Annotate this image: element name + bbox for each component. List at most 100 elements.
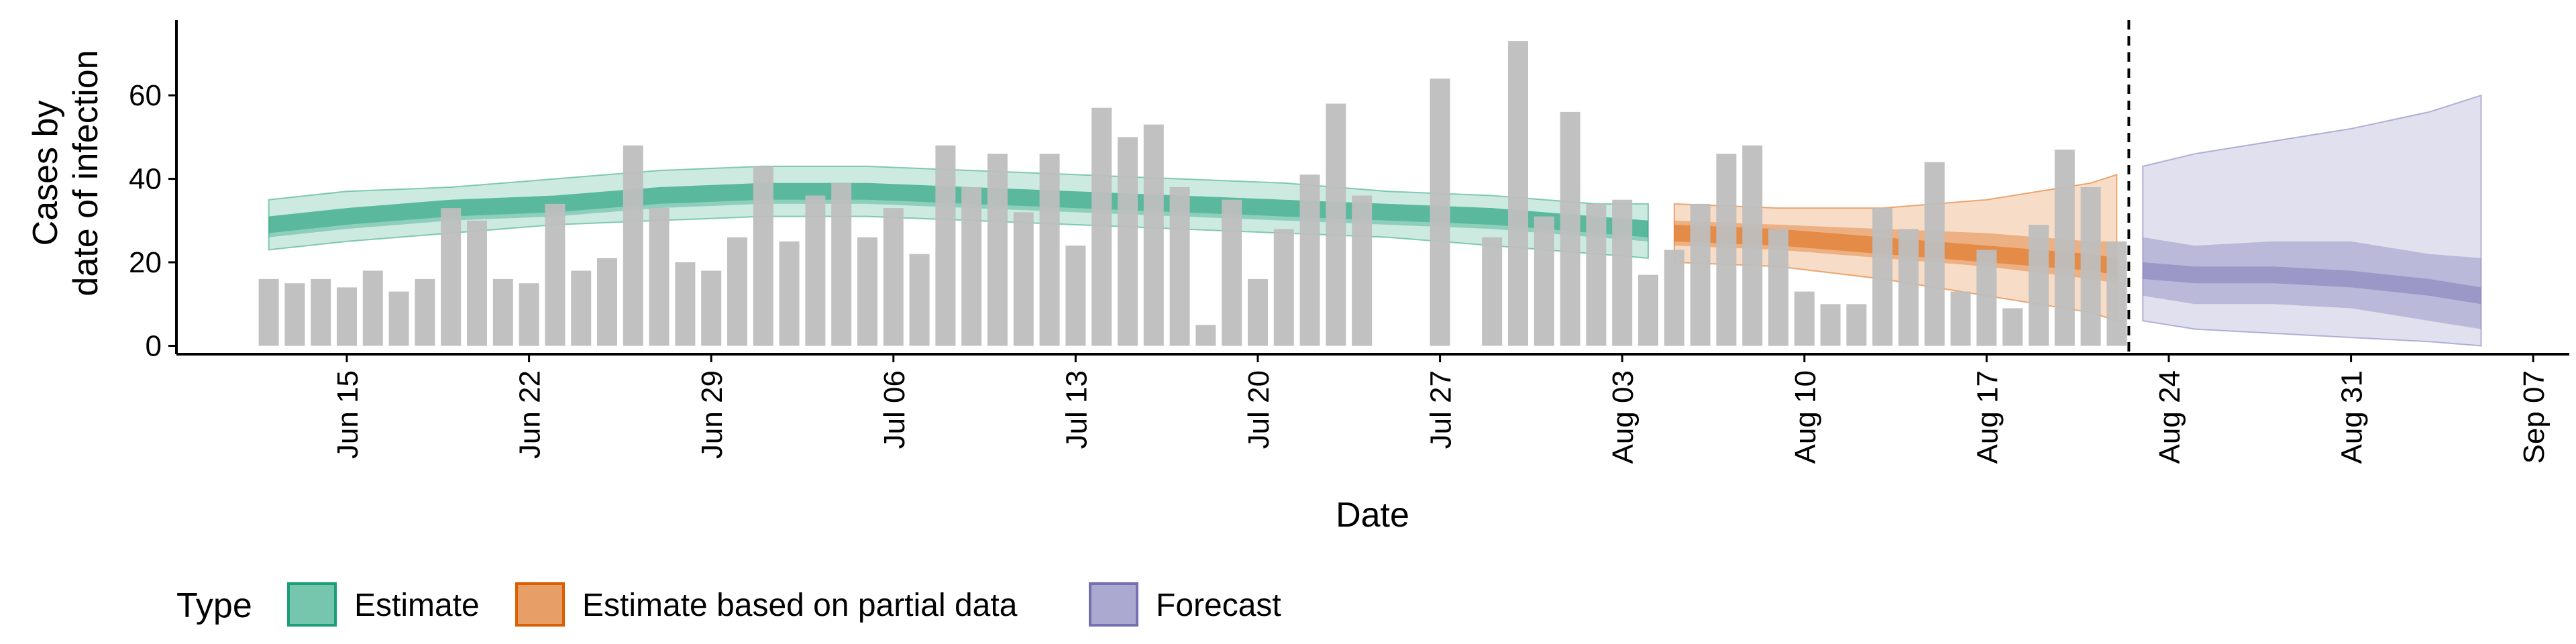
legend: Type Estimate Estimate based on partial … xyxy=(176,582,1281,627)
bar-2020-06-20 xyxy=(467,220,487,346)
axes xyxy=(175,20,2569,356)
bar-2020-07-03 xyxy=(805,195,826,346)
bar-2020-07-30 xyxy=(1508,41,1528,346)
bar-2020-08-09 xyxy=(1768,229,1788,346)
y-axis-ticks: 0 20 40 60 xyxy=(129,79,176,363)
bar-2020-07-18 xyxy=(1195,325,1216,346)
bar-2020-06-25 xyxy=(597,258,617,346)
bar-2020-06-14 xyxy=(311,278,331,346)
bar-2020-08-22 xyxy=(2106,241,2127,346)
y-axis-title-line-2: date of infection xyxy=(66,50,105,296)
bar-2020-07-08 xyxy=(935,145,956,346)
bar-2020-08-03 xyxy=(1612,199,1633,346)
estimate-median-band xyxy=(268,182,1648,237)
legend-key-partial-estimate xyxy=(515,582,565,627)
bar-2020-08-01 xyxy=(1560,111,1580,346)
x-tick-label: Aug 03 xyxy=(1607,370,1640,464)
legend-title: Type xyxy=(176,586,252,625)
y-tick-label: 0 xyxy=(146,330,162,363)
bar-2020-07-31 xyxy=(1534,216,1554,346)
y-tick-label: 60 xyxy=(129,79,162,112)
bar-2020-06-23 xyxy=(545,203,566,346)
bar-2020-08-06 xyxy=(1690,203,1711,346)
x-axis-title: Date xyxy=(1336,496,1409,535)
x-tick-label: Jun 22 xyxy=(514,370,547,459)
bar-2020-06-29 xyxy=(701,270,722,346)
bar-2020-08-08 xyxy=(1742,145,1763,346)
forecast-inner-band xyxy=(2143,237,2481,329)
x-tick-label: Jul 13 xyxy=(1060,370,1093,449)
forecast-median-band xyxy=(2143,262,2481,305)
bar-2020-08-18 xyxy=(2002,308,2023,346)
bar-2020-07-11 xyxy=(1013,212,1034,346)
bar-2020-07-29 xyxy=(1482,237,1503,346)
bar-2020-06-28 xyxy=(675,262,696,346)
bar-2020-08-14 xyxy=(1898,229,1919,346)
bar-2020-07-12 xyxy=(1039,154,1060,346)
bar-2020-06-22 xyxy=(519,283,539,346)
x-tick-label: Jun 29 xyxy=(696,370,729,459)
bar-2020-06-19 xyxy=(441,208,462,346)
legend-label-estimate: Estimate xyxy=(354,588,480,623)
legend-label-forecast: Forecast xyxy=(1156,588,1281,623)
x-tick-label: Aug 10 xyxy=(1789,370,1822,464)
bar-2020-08-17 xyxy=(1976,250,1997,346)
x-tick-label: Aug 24 xyxy=(2153,370,2186,464)
reported-cases-bars xyxy=(258,41,2127,346)
bar-2020-07-04 xyxy=(831,182,852,346)
bar-2020-08-10 xyxy=(1794,291,1815,346)
bar-2020-07-02 xyxy=(779,241,800,346)
bar-2020-06-13 xyxy=(284,283,305,346)
y-tick-label: 40 xyxy=(129,163,162,196)
x-tick-label: Aug 17 xyxy=(1971,370,2004,464)
bar-2020-06-18 xyxy=(415,278,435,346)
bar-2020-06-26 xyxy=(623,145,643,346)
bar-2020-08-07 xyxy=(1716,154,1737,346)
estimate-inner-band xyxy=(268,182,1648,241)
bar-2020-06-30 xyxy=(727,237,747,346)
legend-key-estimate xyxy=(287,582,337,627)
bar-2020-07-15 xyxy=(1118,137,1138,346)
bar-2020-06-21 xyxy=(492,278,513,346)
x-tick-label: Sep 07 xyxy=(2518,370,2551,464)
forecast-outer-band xyxy=(2142,94,2482,347)
bar-2020-07-09 xyxy=(961,187,982,346)
bar-2020-07-24 xyxy=(1352,195,1373,346)
bar-2020-07-16 xyxy=(1143,124,1164,346)
bar-2020-06-12 xyxy=(258,278,279,346)
bar-2020-08-04 xyxy=(1638,274,1658,346)
bar-2020-07-23 xyxy=(1326,103,1346,346)
x-tick-label: Jul 06 xyxy=(878,370,911,449)
bar-2020-06-15 xyxy=(337,287,357,346)
legend-label-partial-estimate: Estimate based on partial data xyxy=(582,588,1018,623)
bar-2020-08-15 xyxy=(1924,162,1945,346)
bar-2020-08-21 xyxy=(2080,187,2101,346)
bar-2020-07-14 xyxy=(1091,107,1112,346)
bar-2020-07-17 xyxy=(1169,187,1190,346)
bar-2020-07-05 xyxy=(857,237,877,346)
legend-key-forecast xyxy=(1089,582,1138,627)
bar-2020-07-22 xyxy=(1299,174,1320,346)
bar-2020-07-27 xyxy=(1430,78,1450,346)
x-axis-ticks: Jun 15 Jun 22 Jun 29 Jul 06 Jul 13 Jul 20 Jul … xyxy=(331,354,2551,464)
bar-2020-07-01 xyxy=(753,166,773,346)
bar-2020-07-21 xyxy=(1273,229,1294,346)
y-tick-label: 20 xyxy=(129,246,162,279)
x-tick-label: Aug 31 xyxy=(2336,370,2369,464)
x-tick-label: Jun 15 xyxy=(331,370,364,459)
bar-2020-06-24 xyxy=(571,270,592,346)
bar-2020-07-13 xyxy=(1065,246,1086,346)
bar-2020-06-16 xyxy=(362,270,383,346)
bar-2020-07-07 xyxy=(909,254,930,346)
y-axis-title-line-1: Cases by xyxy=(26,101,65,246)
bar-2020-07-19 xyxy=(1222,199,1242,346)
bar-2020-08-12 xyxy=(1846,304,1867,346)
bar-2020-08-13 xyxy=(1872,208,1893,346)
bar-2020-08-11 xyxy=(1820,304,1841,346)
bar-2020-06-17 xyxy=(388,291,409,346)
bar-2020-08-20 xyxy=(2054,150,2075,346)
bar-2020-07-20 xyxy=(1248,278,1268,346)
bar-2020-07-06 xyxy=(883,208,904,346)
x-tick-label: Jul 20 xyxy=(1242,370,1275,449)
bar-2020-08-19 xyxy=(2029,225,2049,346)
